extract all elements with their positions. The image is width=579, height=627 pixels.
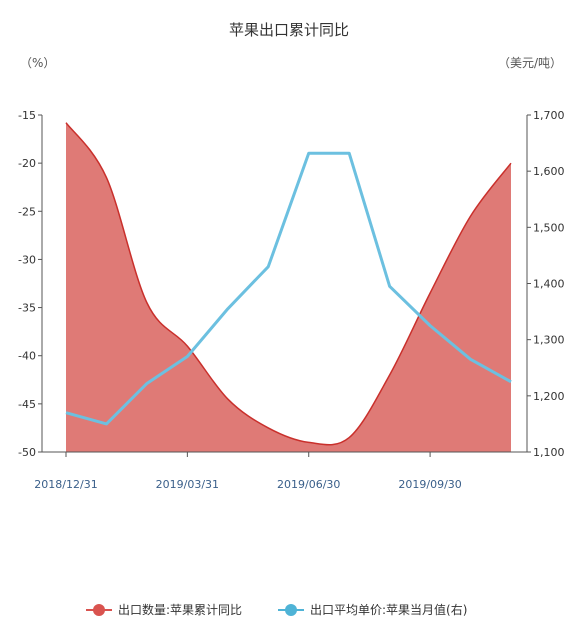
area-export-volume: [66, 122, 511, 453]
right-tick-label: 1,400: [533, 278, 565, 291]
right-axis-unit: （美元/吨）: [498, 56, 562, 70]
legend-marker-red: [93, 604, 105, 616]
right-tick-label: 1,300: [533, 334, 565, 347]
right-tick-label: 1,100: [533, 446, 565, 459]
x-tick-label: 2019/03/31: [156, 478, 219, 491]
right-tick-label: 1,500: [533, 221, 565, 234]
area-outline-export-volume: [65, 122, 512, 446]
left-axis-ticks: -15 -20 -25 -30 -35 -40 -45 -50: [18, 109, 42, 459]
left-tick-label: -25: [18, 205, 36, 218]
legend-marker-blue: [285, 604, 297, 616]
right-tick-label: 1,700: [533, 109, 565, 122]
x-tick-label: 2018/12/31: [34, 478, 97, 491]
left-tick-label: -30: [18, 253, 36, 266]
legend-label-export-volume: 出口数量:苹果累计同比: [118, 602, 242, 617]
left-tick-label: -40: [18, 350, 36, 363]
x-tick-label: 2019/06/30: [277, 478, 340, 491]
right-tick-label: 1,600: [533, 165, 565, 178]
left-tick-label: -35: [18, 302, 36, 315]
plot-area: [41, 115, 528, 453]
chart-title: 苹果出口累计同比: [229, 21, 349, 39]
left-tick-label: -20: [18, 157, 36, 170]
legend-label-export-price: 出口平均单价:苹果当月值(右): [310, 602, 467, 617]
legend: 出口数量:苹果累计同比 出口平均单价:苹果当月值(右): [86, 602, 467, 617]
right-axis-ticks: 1,700 1,600 1,500 1,400 1,300 1,200 1,100: [527, 109, 565, 459]
legend-item-export-price[interactable]: 出口平均单价:苹果当月值(右): [278, 602, 467, 617]
x-tick-label: 2019/09/30: [398, 478, 461, 491]
legend-item-export-volume[interactable]: 出口数量:苹果累计同比: [86, 602, 242, 617]
left-tick-label: -50: [18, 446, 36, 459]
right-tick-label: 1,200: [533, 390, 565, 403]
x-axis-ticks: 2018/12/31 2019/03/31 2019/06/30 2019/09/30: [34, 452, 462, 491]
left-tick-label: -45: [18, 398, 36, 411]
line-export-price: [65, 151, 512, 426]
left-axis-unit: （%）: [20, 56, 55, 70]
left-tick-label: -15: [18, 109, 36, 122]
